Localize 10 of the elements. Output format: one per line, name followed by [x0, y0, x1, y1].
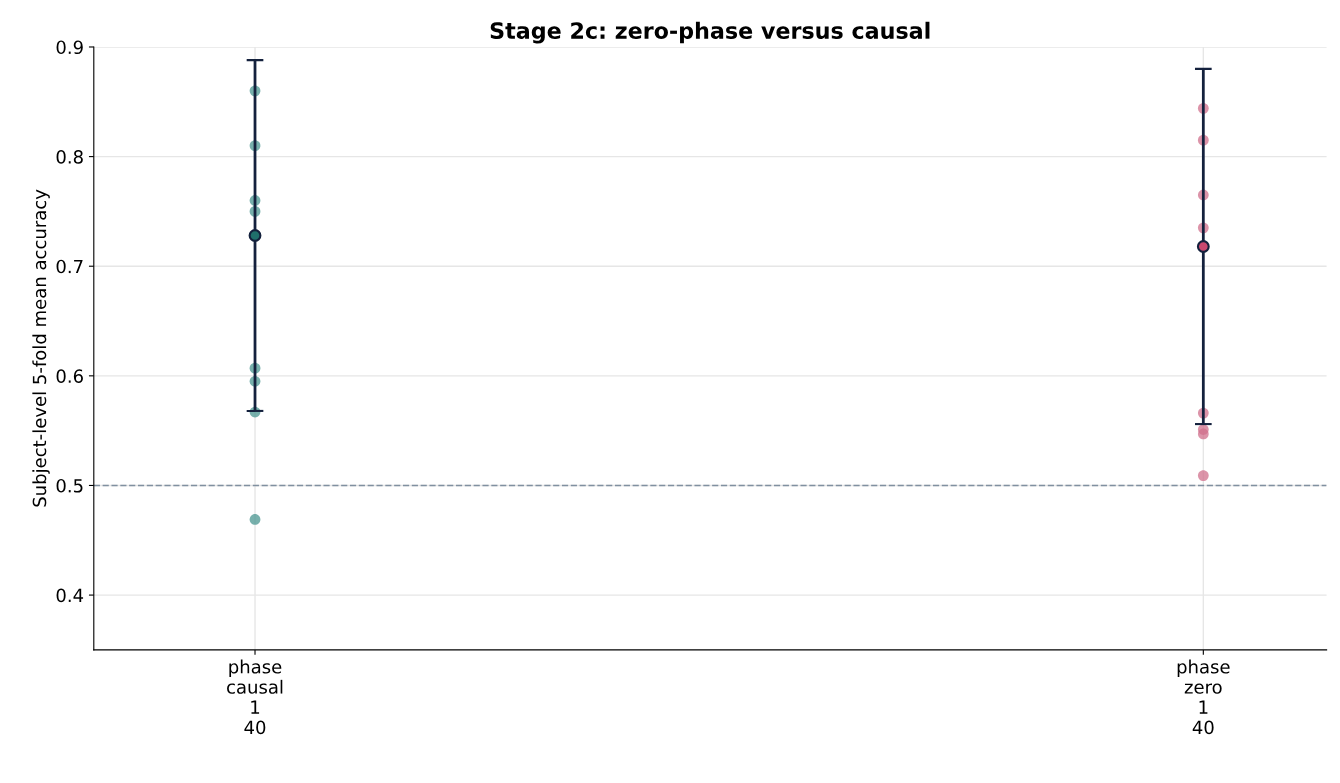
- y-tick-label: 0.8: [56, 150, 83, 164]
- y-tick-label: 0.7: [56, 259, 83, 274]
- y-tick-label: 0.5: [56, 478, 83, 493]
- x-tick-label: phase causal 1 40: [227, 659, 283, 735]
- y-tick-label: 0.6: [56, 369, 83, 383]
- y-tick-label: 0.9: [56, 40, 83, 55]
- y-axis-title: Subject-level 5-fold mean accuracy: [32, 189, 50, 507]
- y-tick-label: 0.4: [56, 588, 84, 603]
- x-tick-label: phase zero 1 40: [1177, 659, 1230, 735]
- chart-title: Stage 2c: zero-phase versus causal: [490, 21, 930, 44]
